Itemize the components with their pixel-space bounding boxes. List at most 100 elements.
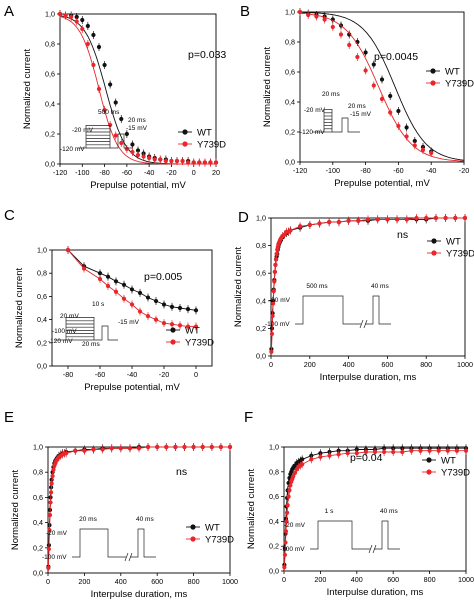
protocol-label: -20 mV xyxy=(72,127,94,134)
data-point xyxy=(404,134,409,139)
data-point xyxy=(63,13,68,18)
x-axis-label: Prepulse potential, mV xyxy=(334,178,430,189)
data-point xyxy=(396,123,401,129)
data-point xyxy=(113,289,119,294)
plot-frame xyxy=(59,13,217,165)
data-point xyxy=(169,158,174,164)
protocol-label: -15 mV xyxy=(350,111,372,118)
protocol-label: 20 ms xyxy=(128,117,146,124)
protocol-inset: 10 s -15 mV 20 mV -100 mV -120 mV 20 ms xyxy=(48,301,140,348)
protocol-label: -20 mV xyxy=(284,522,306,529)
data-point xyxy=(298,224,303,229)
data-point xyxy=(85,41,90,47)
stat-annotation: p=0.0045 xyxy=(374,51,418,63)
data-point xyxy=(129,302,135,307)
y-tick-label: 0,6 xyxy=(45,70,55,79)
data-point xyxy=(119,140,124,146)
data-point xyxy=(395,217,400,222)
protocol-label: -20 mV xyxy=(304,107,326,114)
data-point xyxy=(283,540,288,545)
data-point xyxy=(318,454,323,460)
data-point xyxy=(109,446,114,451)
data-point xyxy=(137,309,143,314)
data-point xyxy=(96,44,102,50)
x-tick-label: -40 xyxy=(144,168,154,177)
data-point xyxy=(409,448,414,453)
panel-letter: B xyxy=(240,3,250,20)
legend-marker xyxy=(431,250,437,256)
legend-marker xyxy=(170,327,176,333)
data-point xyxy=(443,215,448,221)
protocol-label: 1 s xyxy=(325,508,334,515)
data-point xyxy=(429,150,434,156)
y-axis-label: Normalized current xyxy=(262,47,273,128)
y-tick-label: 0,6 xyxy=(256,269,266,278)
plot-frame xyxy=(47,446,231,574)
data-point xyxy=(81,266,87,271)
data-point xyxy=(113,133,118,138)
data-point xyxy=(136,446,142,451)
x-tick-label: 200 xyxy=(314,575,326,584)
data-point xyxy=(330,24,335,30)
x-tick-label: -60 xyxy=(122,168,132,177)
panel-letter: C xyxy=(4,207,15,224)
data-point xyxy=(309,457,314,462)
protocol-inset: 1 s 40 ms -20 mV -100 mV xyxy=(280,508,400,554)
data-point xyxy=(129,287,135,292)
x-tick-label: 400 xyxy=(351,575,363,584)
data-point xyxy=(113,279,119,284)
data-point xyxy=(412,143,417,148)
data-point xyxy=(363,68,368,73)
protocol-label: -100 mV xyxy=(280,546,305,553)
data-point xyxy=(270,313,275,319)
y-tick-label: 0,2 xyxy=(45,130,55,139)
data-point xyxy=(372,449,378,455)
data-point xyxy=(433,215,438,221)
data-point xyxy=(191,444,196,450)
data-point xyxy=(51,467,56,472)
data-point xyxy=(379,77,385,82)
series-y739d xyxy=(282,446,469,572)
legend-label: WT xyxy=(441,455,456,466)
data-point xyxy=(306,12,311,18)
data-point xyxy=(177,323,183,328)
plot-frame xyxy=(283,446,467,572)
series-y739d xyxy=(269,214,468,356)
y-tick-label: 1,0 xyxy=(33,443,43,452)
data-point xyxy=(145,314,151,319)
series-y739d xyxy=(297,8,465,162)
series-line xyxy=(270,217,465,352)
protocol-label: 500 ms xyxy=(98,109,120,116)
data-point xyxy=(161,302,167,307)
data-point xyxy=(155,444,160,450)
data-point xyxy=(424,215,429,221)
panel-letter: D xyxy=(238,209,249,226)
data-point xyxy=(363,449,368,455)
data-point xyxy=(418,448,423,453)
series-wt xyxy=(46,443,233,571)
data-point xyxy=(274,251,279,256)
data-point xyxy=(282,565,287,570)
protocol-trace xyxy=(359,319,368,329)
protocol-label: -120 mV xyxy=(300,129,325,136)
y-axis-label: Normalized current xyxy=(233,247,244,328)
legend-marker xyxy=(190,524,196,530)
data-point xyxy=(300,462,305,467)
stat-annotation: p=0.033 xyxy=(188,49,226,61)
x-tick-label: -100 xyxy=(75,168,89,177)
data-point xyxy=(272,269,277,274)
protocol-label: 500 ms xyxy=(306,283,328,290)
data-point xyxy=(200,444,205,450)
data-point xyxy=(96,86,102,92)
data-point xyxy=(121,296,127,301)
data-point xyxy=(218,444,223,450)
legend-label: Y739D xyxy=(205,534,234,545)
data-point xyxy=(209,444,214,450)
data-point xyxy=(130,142,135,147)
protocol-label: 40 ms xyxy=(136,516,154,523)
data-point xyxy=(74,14,79,20)
data-point xyxy=(271,301,276,306)
data-point xyxy=(161,320,167,326)
x-tick-label: -120 xyxy=(53,168,67,177)
